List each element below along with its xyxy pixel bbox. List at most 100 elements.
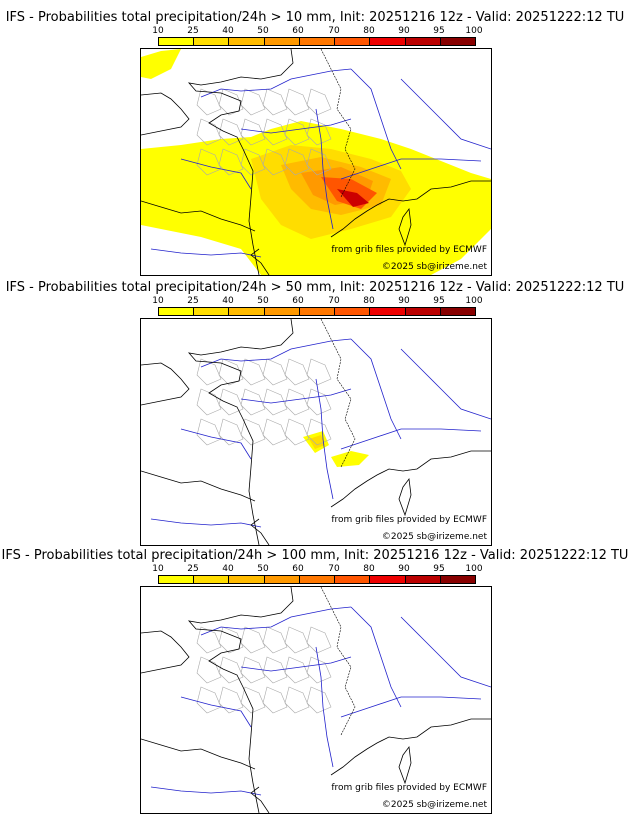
- river: [180, 696, 252, 728]
- legend-tick-label: 50: [257, 296, 269, 306]
- legend-color-bar: [158, 37, 476, 46]
- department-border: [196, 656, 222, 684]
- legend-swatch: [440, 38, 475, 45]
- river: [200, 68, 352, 98]
- river: [150, 786, 262, 796]
- legend-tick-label: 60: [292, 296, 304, 306]
- legend-swatch: [194, 308, 230, 315]
- department-border: [306, 626, 332, 654]
- coastline: [141, 200, 270, 275]
- copyright-credit: ©2025 sb@irizeme.net: [381, 262, 487, 272]
- legend-tick-label: 10: [152, 564, 164, 574]
- department-border: [196, 418, 222, 446]
- river: [315, 378, 334, 500]
- department-border: [306, 656, 332, 684]
- corsica-outline: [398, 745, 412, 785]
- river: [340, 696, 482, 718]
- legend-swatch: [229, 576, 265, 583]
- copyright-credit: ©2025 sb@irizeme.net: [381, 800, 487, 810]
- coastline: [187, 319, 294, 545]
- source-credit: from grib files provided by ECMWF: [331, 245, 487, 255]
- legend-swatch: [264, 38, 300, 45]
- legend-swatch: [335, 38, 371, 45]
- legend-tick-label: 70: [328, 296, 340, 306]
- legend-tick-label: 25: [187, 296, 199, 306]
- corsica-outline: [398, 207, 412, 247]
- department-border: [262, 358, 288, 386]
- legend-swatch: [370, 38, 406, 45]
- map-frame: from grib files provided by ECMWF ©2025 …: [140, 318, 492, 546]
- precipitation-map: [141, 49, 491, 275]
- precipitation-area: [331, 451, 369, 467]
- department-border: [196, 358, 222, 386]
- map-frame: from grib files provided by ECMWF ©2025 …: [140, 586, 492, 814]
- river: [400, 348, 491, 420]
- river: [240, 118, 352, 134]
- legend-tick-label: 90: [398, 26, 410, 36]
- department-border: [306, 358, 332, 386]
- river: [240, 388, 352, 404]
- legend-tick-label: 40: [222, 296, 234, 306]
- river: [315, 108, 334, 230]
- legend-swatch: [194, 38, 230, 45]
- river: [400, 78, 491, 150]
- department-border: [284, 656, 310, 684]
- department-border: [240, 388, 266, 416]
- department-border: [218, 358, 244, 386]
- legend-swatch: [370, 308, 406, 315]
- legend-swatch: [299, 38, 336, 45]
- river: [150, 518, 262, 528]
- legend-tick-label: 100: [465, 26, 483, 36]
- coastline: [141, 630, 190, 674]
- department-border: [306, 118, 332, 146]
- department-border: [284, 418, 310, 446]
- coastline: [141, 362, 190, 406]
- legend-swatch: [229, 38, 265, 45]
- department-border: [306, 148, 332, 176]
- department-border: [284, 388, 310, 416]
- department-border: [196, 148, 222, 176]
- department-border: [262, 148, 288, 176]
- department-border: [262, 656, 288, 684]
- river: [340, 158, 482, 180]
- legend-swatch: [440, 576, 475, 583]
- river: [350, 606, 402, 708]
- department-border: [196, 118, 222, 146]
- panel-title: IFS - Probabilities total precipitation/…: [5, 280, 625, 295]
- department-border: [284, 88, 310, 116]
- country-border: [320, 587, 356, 736]
- department-border: [262, 418, 288, 446]
- probability-legend: 10 25 40 50 60 70 80 90 95 100: [152, 564, 483, 584]
- river: [350, 338, 402, 440]
- department-border: [306, 88, 332, 116]
- department-border: [240, 88, 266, 116]
- river: [200, 606, 352, 636]
- legend-swatch: [405, 576, 441, 583]
- legend-tick-label: 40: [222, 564, 234, 574]
- copyright-credit: ©2025 sb@irizeme.net: [381, 532, 487, 542]
- department-border: [262, 626, 288, 654]
- map-frame: from grib files provided by ECMWF ©2025 …: [140, 48, 492, 276]
- legend-swatch: [335, 576, 371, 583]
- department-border: [240, 358, 266, 386]
- department-border: [306, 418, 332, 446]
- legend-swatch: [370, 576, 406, 583]
- legend-swatch: [299, 308, 336, 315]
- legend-swatch: [405, 308, 441, 315]
- legend-tick-label: 25: [187, 564, 199, 574]
- country-border: [320, 49, 356, 198]
- precipitation-map: [141, 587, 491, 813]
- legend-tick-label: 70: [328, 564, 340, 574]
- legend-tick-label: 100: [465, 564, 483, 574]
- department-border: [240, 656, 266, 684]
- legend-swatch: [299, 576, 336, 583]
- department-border: [284, 686, 310, 714]
- department-border: [284, 626, 310, 654]
- legend-swatch: [194, 576, 230, 583]
- coastline: [187, 49, 294, 275]
- legend-tick-label: 100: [465, 296, 483, 306]
- coastline: [330, 450, 491, 508]
- legend-swatch: [229, 308, 265, 315]
- legend-swatch: [159, 38, 195, 45]
- legend-tick-label: 95: [433, 296, 445, 306]
